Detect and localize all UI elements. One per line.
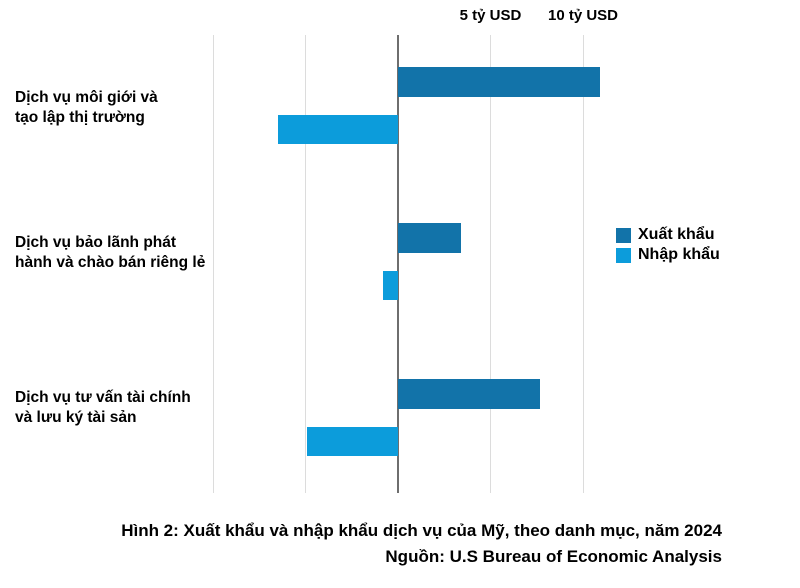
category-label-line: hành và chào bán riêng lẻ: [15, 254, 206, 271]
category-label-line: và lưu ký tài sản: [15, 409, 137, 426]
legend-swatch-export-icon: [616, 227, 631, 243]
axis-tick-label: 10 tỷ USD: [547, 7, 619, 24]
gridline: [305, 35, 306, 493]
gridline: [582, 35, 584, 493]
category-label: Dịch vụ bảo lãnh phát hành và chào bán ri…: [15, 233, 225, 273]
legend-item-export: Xuất khẩu: [616, 225, 720, 245]
legend-label-import: Nhập khẩu: [638, 246, 720, 263]
zero-axis-line: [397, 35, 399, 493]
legend-swatch-import-icon: [616, 247, 631, 263]
category-label-line: tạo lập thị trường: [15, 109, 145, 126]
category-label: Dịch vụ tư vấn tài chính và lưu ký tài sả…: [15, 388, 225, 428]
category-label: Dịch vụ môi giới và tạo lập thị trường: [15, 88, 225, 128]
axis-tick-label: 5 tỷ USD: [459, 7, 522, 24]
legend: Xuất khẩu Nhập khẩu: [616, 225, 720, 265]
export-bar: [398, 67, 600, 97]
import-bar: [277, 115, 398, 144]
category-label-line: Dịch vụ tư vấn tài chính: [15, 389, 191, 406]
export-bar: [398, 223, 461, 253]
gridline: [490, 35, 491, 493]
legend-item-import: Nhập khẩu: [616, 245, 720, 265]
export-bar: [398, 379, 541, 409]
caption-block: Hình 2: Xuất khẩu và nhập khẩu dịch vụ c…: [22, 518, 722, 570]
import-bar: [307, 427, 398, 456]
legend-label-export: Xuất khẩu: [638, 226, 715, 243]
import-bar: [383, 271, 398, 300]
gridline: [212, 35, 214, 493]
category-label-line: Dịch vụ bảo lãnh phát: [15, 234, 177, 251]
category-label-line: Dịch vụ môi giới và: [15, 89, 158, 106]
chart-source: Nguồn: U.S Bureau of Economic Analysis: [385, 547, 722, 566]
chart-title: Hình 2: Xuất khẩu và nhập khẩu dịch vụ c…: [121, 521, 722, 540]
